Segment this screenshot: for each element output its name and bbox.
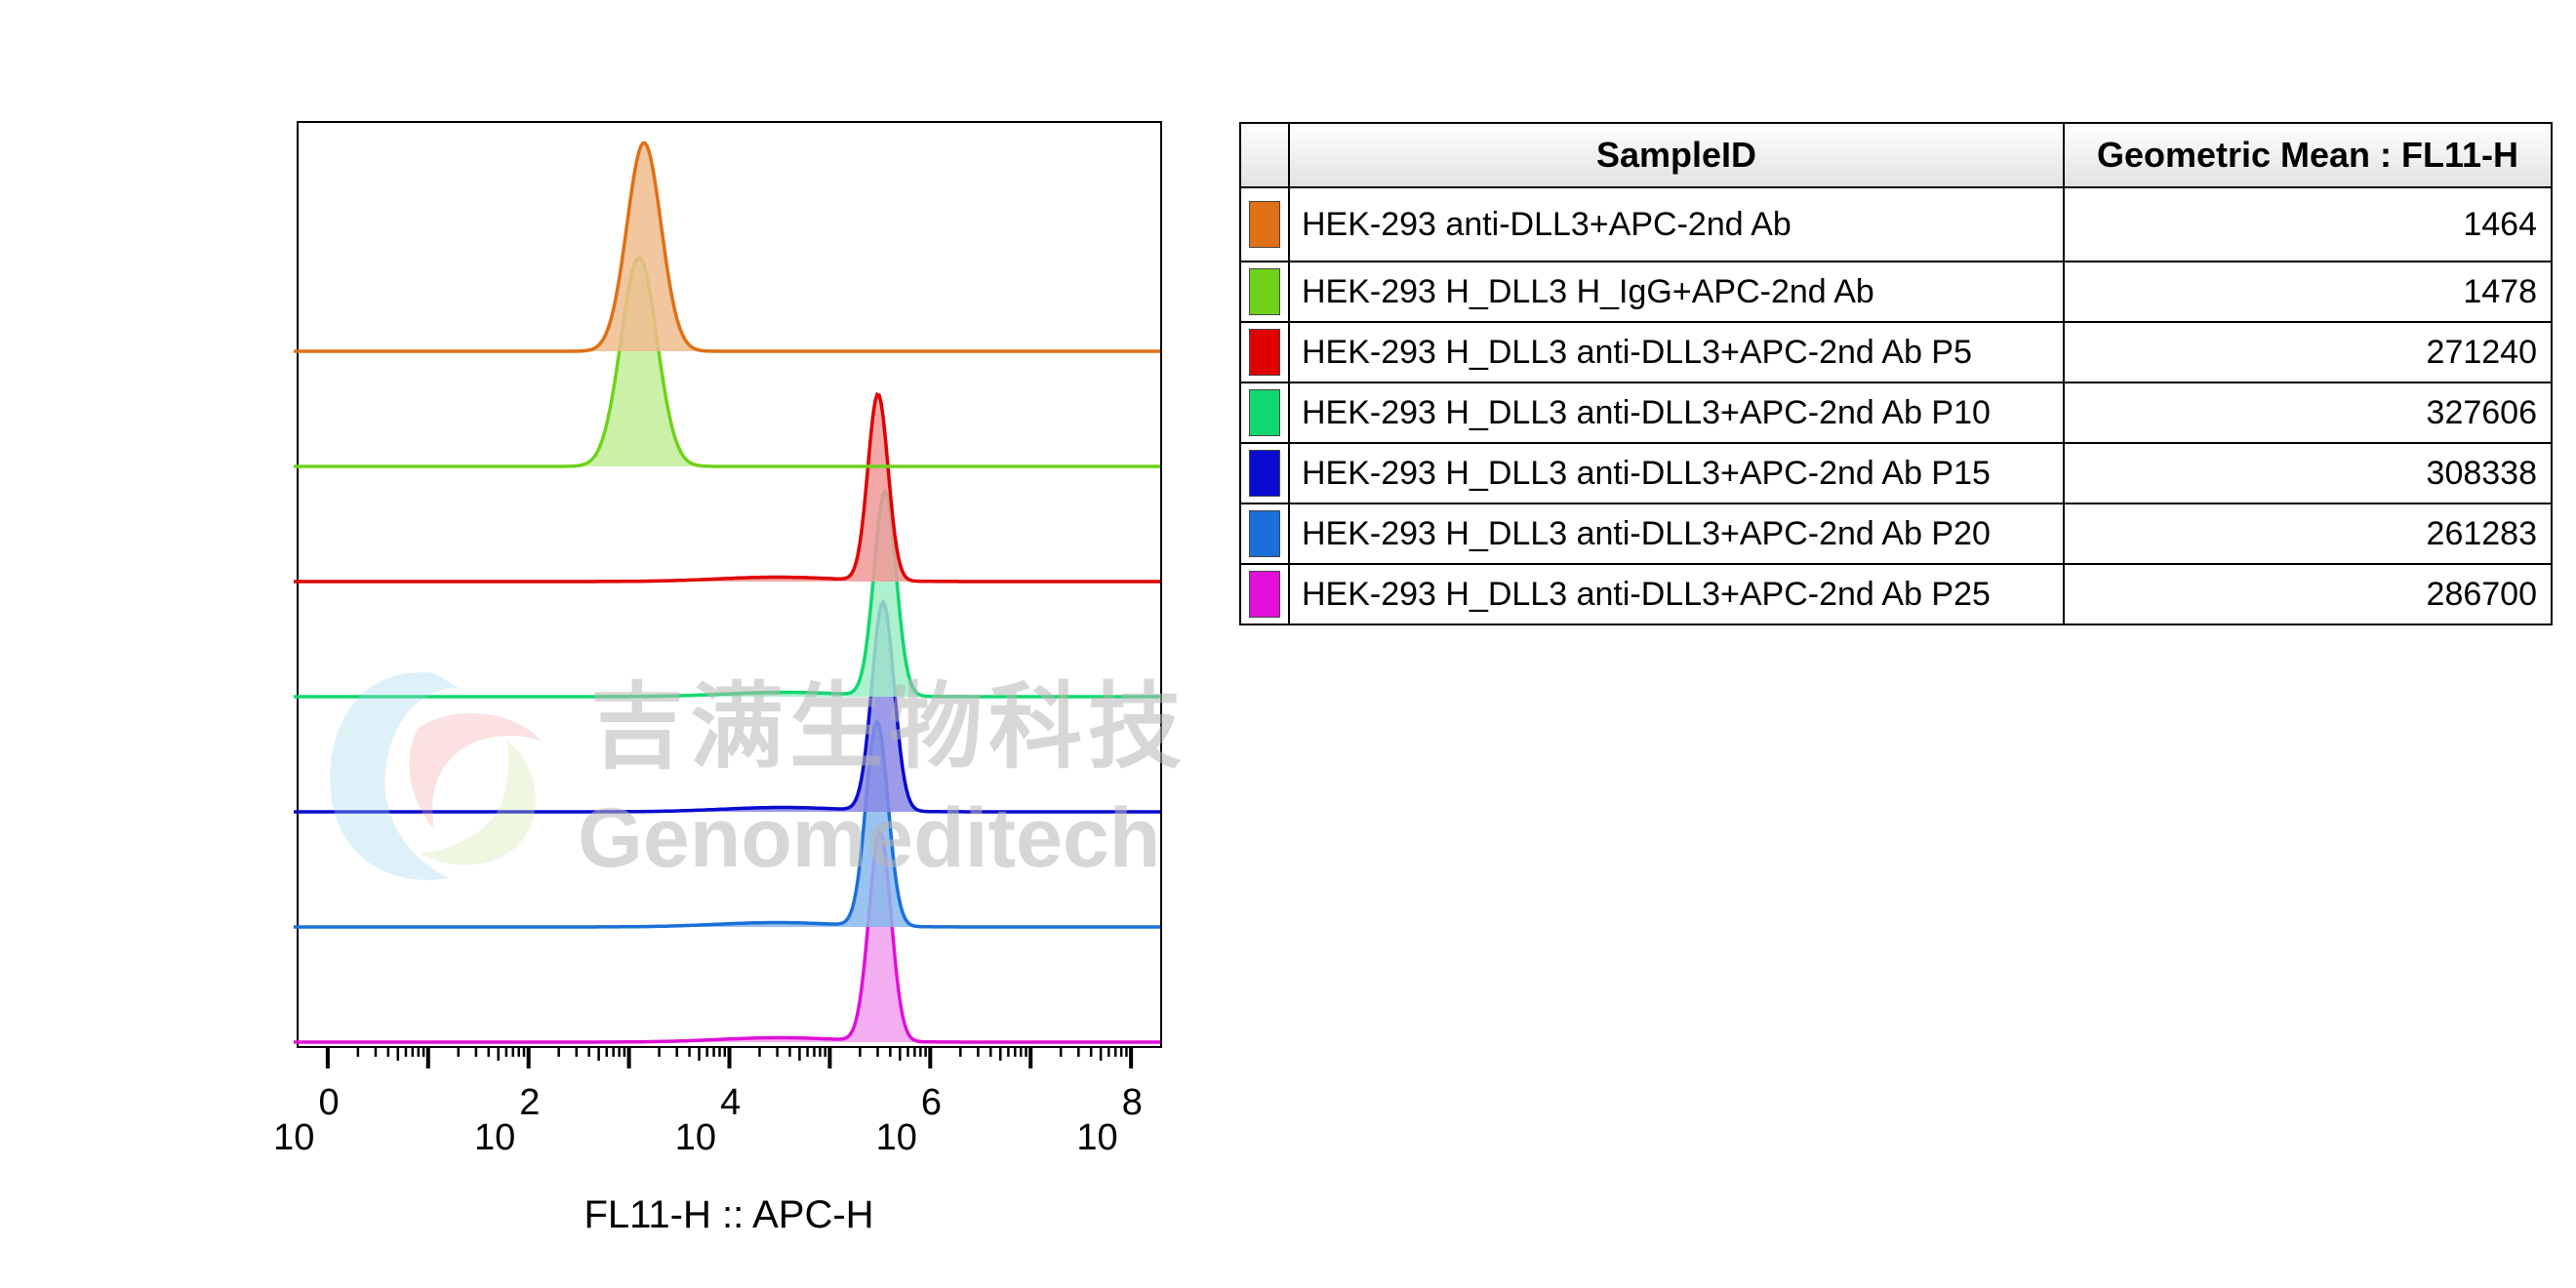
color-swatch — [1249, 450, 1280, 497]
table-row: HEK-293 H_DLL3 anti-DLL3+APC-2nd Ab P25 2… — [1239, 563, 2553, 625]
histogram-fill-3 — [294, 394, 1161, 582]
histogram-fill-4 — [294, 491, 1161, 697]
swatch-cell — [1239, 382, 1290, 444]
geometric-mean-table: SampleID Geometric Mean : FL11-H HEK-293… — [1239, 122, 2553, 625]
histogram-line-5 — [294, 598, 1160, 814]
plot-frame — [297, 121, 1162, 1048]
x-tick-exponent: 8 — [1122, 1082, 1143, 1123]
histogram-fill-2 — [294, 258, 1161, 466]
color-swatch — [1249, 510, 1280, 557]
sample-id-cell: HEK-293 H_DLL3 H_IgG+APC-2nd Ab — [1288, 261, 2065, 323]
x-tick-exponent: 2 — [519, 1082, 540, 1123]
table-header-geometric-mean: Geometric Mean : FL11-H — [2063, 122, 2553, 188]
histogram-line-1 — [294, 141, 1160, 353]
x-tick-exponent: 0 — [318, 1082, 339, 1123]
color-swatch — [1249, 389, 1280, 436]
histogram-line-4 — [294, 488, 1160, 699]
swatch-cell — [1239, 321, 1290, 383]
sample-id-cell: HEK-293 anti-DLL3+APC-2nd Ab — [1288, 186, 2065, 262]
x-tick-base: 10 — [1076, 1117, 1117, 1158]
x-tick-label-3: 106 — [876, 1082, 942, 1158]
x-tick-label-4: 108 — [1076, 1082, 1142, 1158]
table-row: HEK-293 H_DLL3 anti-DLL3+APC-2nd Ab P10 3… — [1239, 382, 2553, 444]
histogram-line-3 — [294, 391, 1160, 584]
color-swatch — [1249, 329, 1280, 376]
color-swatch — [1249, 571, 1280, 618]
watermark: 吉满生物科技 Genomeditech — [330, 672, 1187, 885]
color-swatch — [1249, 201, 1280, 248]
table-row: HEK-293 H_DLL3 anti-DLL3+APC-2nd Ab P5 27… — [1239, 321, 2553, 383]
swatch-cell — [1239, 442, 1290, 504]
geometric-mean-cell: 286700 — [2063, 563, 2553, 625]
x-tick-label-1: 102 — [474, 1082, 540, 1158]
x-tick-exponent: 4 — [720, 1082, 741, 1123]
x-tick-base: 10 — [675, 1117, 716, 1158]
swatch-cell — [1239, 503, 1290, 565]
histogram-line-6 — [294, 718, 1160, 929]
table-row: HEK-293 H_DLL3 anti-DLL3+APC-2nd Ab P20 2… — [1239, 503, 2553, 565]
geometric-mean-cell: 261283 — [2063, 503, 2553, 565]
histogram-line-7 — [294, 830, 1160, 1044]
geometric-mean-cell: 271240 — [2063, 321, 2553, 383]
sample-id-cell: HEK-293 H_DLL3 anti-DLL3+APC-2nd Ab P5 — [1288, 321, 2065, 383]
x-tick-base: 10 — [273, 1117, 314, 1158]
swatch-cell — [1239, 563, 1290, 625]
x-tick-label-0: 100 — [273, 1082, 339, 1158]
swatch-cell — [1239, 261, 1290, 323]
x-axis-label: FL11-H :: APC-H — [584, 1193, 873, 1236]
table-header-sampleid: SampleID — [1288, 122, 2065, 188]
watermark-text-en: Genomeditech — [578, 791, 1160, 885]
x-tick-label-2: 104 — [675, 1082, 741, 1158]
x-tick-base: 10 — [876, 1117, 917, 1158]
sample-id-cell: HEK-293 H_DLL3 anti-DLL3+APC-2nd Ab P10 — [1288, 382, 2065, 444]
table-header-swatch — [1239, 122, 1290, 188]
table-row: HEK-293 anti-DLL3+APC-2nd Ab 1464 — [1239, 186, 2553, 262]
x-tick-exponent: 6 — [921, 1082, 942, 1123]
watermark-logo-icon — [330, 672, 542, 880]
x-tick-base: 10 — [474, 1117, 515, 1158]
sample-id-cell: HEK-293 H_DLL3 anti-DLL3+APC-2nd Ab P20 — [1288, 503, 2065, 565]
histogram-fill-1 — [294, 142, 1161, 351]
geometric-mean-cell: 1464 — [2063, 186, 2553, 262]
sample-id-cell: HEK-293 H_DLL3 anti-DLL3+APC-2nd Ab P25 — [1288, 563, 2065, 625]
table-row: HEK-293 H_DLL3 H_IgG+APC-2nd Ab 1478 — [1239, 261, 2553, 323]
table-header-row: SampleID Geometric Mean : FL11-H — [1239, 122, 2553, 188]
color-swatch — [1249, 268, 1280, 315]
histogram-curves — [294, 141, 1161, 1044]
geometric-mean-cell: 327606 — [2063, 382, 2553, 444]
geometric-mean-cell: 1478 — [2063, 261, 2553, 323]
swatch-cell — [1239, 186, 1290, 262]
geometric-mean-cell: 308338 — [2063, 442, 2553, 504]
table-body: HEK-293 anti-DLL3+APC-2nd Ab 1464 HEK-293 … — [1239, 186, 2553, 625]
table-row: HEK-293 H_DLL3 anti-DLL3+APC-2nd Ab P15 3… — [1239, 442, 2553, 504]
watermark-text-cn: 吉满生物科技 — [590, 672, 1187, 782]
sample-id-cell: HEK-293 H_DLL3 anti-DLL3+APC-2nd Ab P15 — [1288, 442, 2065, 504]
histogram-line-2 — [294, 256, 1160, 468]
